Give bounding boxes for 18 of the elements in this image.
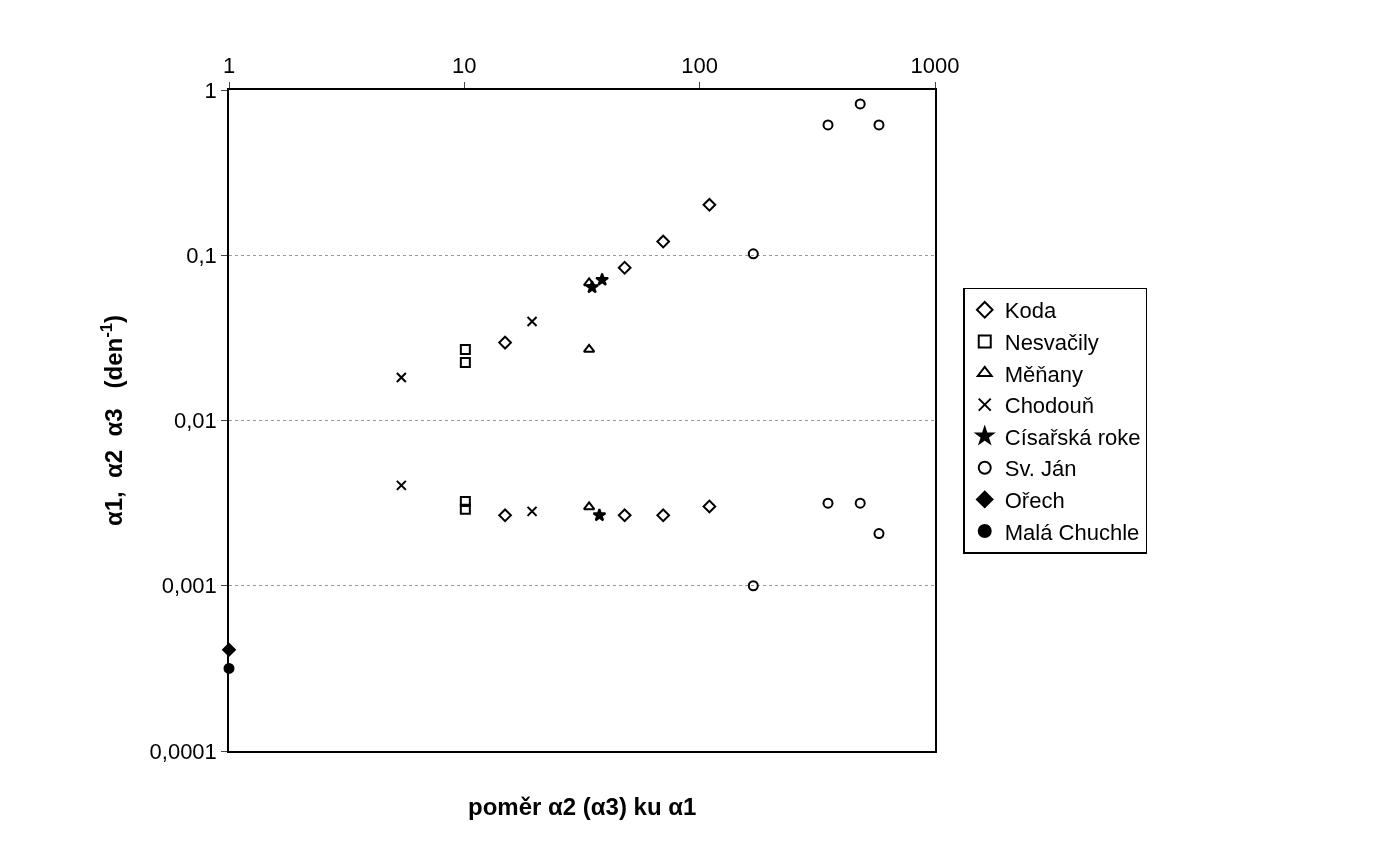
x-tick-label: 1000 (910, 53, 960, 79)
legend-label: Ořech (1004, 487, 1065, 513)
legend-label: Chodouň (1004, 393, 1095, 419)
x-tick-label: 10 (452, 53, 477, 79)
legend-label: Měňany (1004, 361, 1084, 387)
y-tick-label: 0,001 (161, 573, 217, 599)
y-tick-label: 0,1 (186, 242, 217, 268)
x-tick-label: 100 (681, 53, 719, 79)
legend-label: Nesvačily (1004, 329, 1099, 355)
x-axis-title: poměr α2 (α3) ku α1 (468, 793, 697, 820)
legend-label: Koda (1004, 298, 1057, 324)
legend-label: Císařská roke (1004, 424, 1141, 450)
y-tick-label: 0,01 (174, 408, 217, 434)
y-tick-label: 1 (204, 77, 217, 103)
y-tick-label: 0,0001 (149, 738, 217, 764)
x-tick-label: 1 (222, 53, 236, 79)
legend-label: Sv. Ján (1004, 456, 1077, 482)
legend-label: Malá Chuchle (1004, 519, 1140, 545)
